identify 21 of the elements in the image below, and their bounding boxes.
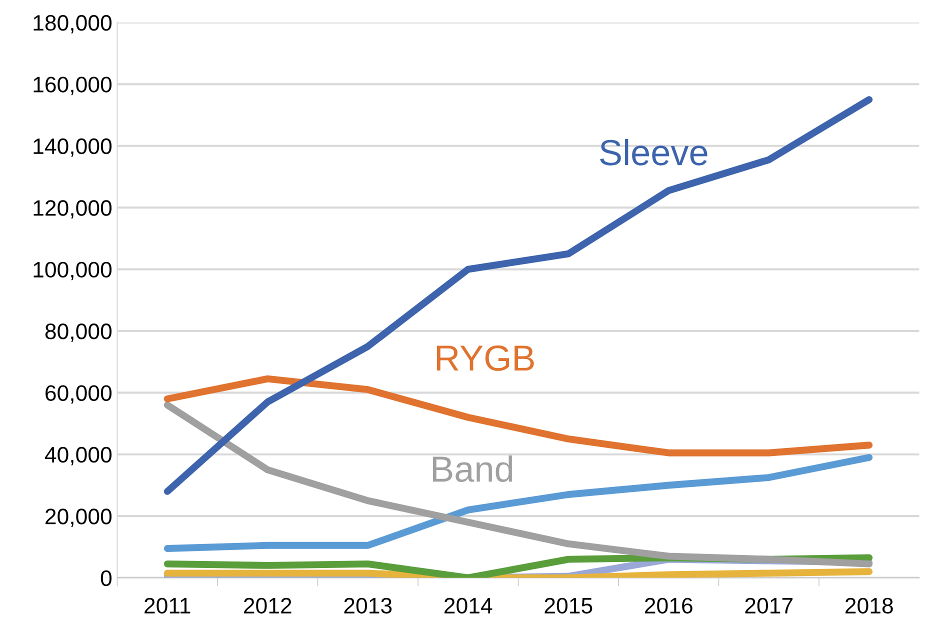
y-tick-label: 80,000 — [45, 324, 112, 342]
y-tick-label: 20,000 — [46, 508, 112, 527]
x-tick-label: 2013 — [344, 598, 392, 614]
series-label: Band — [432, 455, 512, 482]
x-tick-label: 2012 — [244, 598, 292, 614]
y-tick-label: 180,000 — [34, 15, 112, 34]
y-tick-label: 140,000 — [34, 138, 112, 157]
y-tick-label: 100,000 — [34, 262, 112, 280]
y-tick-label: 120,000 — [34, 200, 112, 218]
series-label: RYGB — [437, 345, 534, 371]
y-tick-label: 0 — [100, 570, 112, 586]
series-label: Sleeve — [600, 138, 708, 166]
x-tick-label: 2014 — [444, 598, 492, 614]
x-tick-label: 2015 — [544, 598, 592, 614]
x-tick-label: 2011 — [144, 598, 190, 614]
x-tick-label: 2016 — [645, 598, 692, 614]
y-tick-label: 60,000 — [46, 385, 112, 404]
x-tick-label: 2018 — [846, 598, 893, 614]
y-tick-label: 160,000 — [34, 76, 112, 96]
x-tick-label: 2017 — [745, 598, 792, 614]
y-tick-label: 40,000 — [44, 446, 112, 466]
